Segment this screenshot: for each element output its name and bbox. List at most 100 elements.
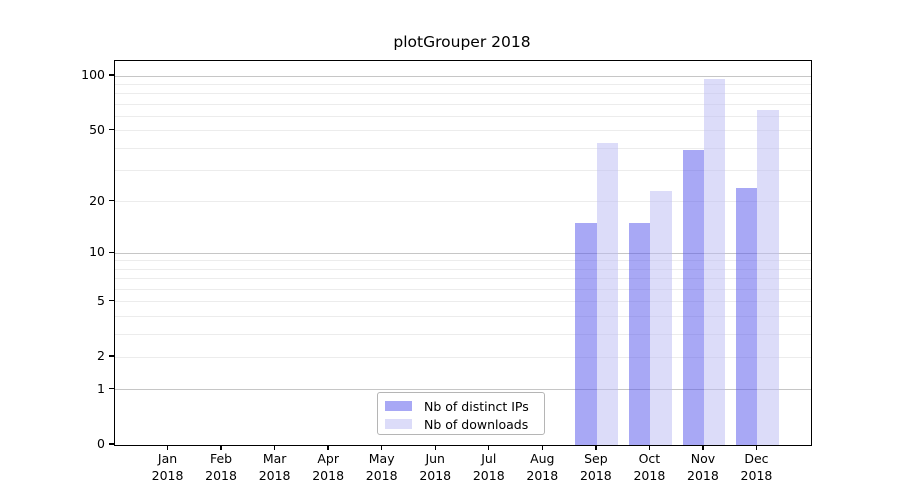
- minor-gridline-8: [115, 268, 811, 270]
- legend-entry-downloads: Nb of downloads: [385, 416, 544, 432]
- major-gridline-1: [115, 389, 811, 391]
- y-tick-label-0: 0: [97, 436, 105, 451]
- minor-gridline-9: [115, 260, 811, 262]
- chart-title: plotGrouper 2018: [393, 33, 531, 51]
- x-tick-month: Oct: [638, 451, 661, 466]
- x-tick-sep: [595, 445, 597, 451]
- x-tick-label-may: May 2018: [352, 451, 412, 484]
- x-tick-label-sep: Sep 2018: [566, 451, 626, 484]
- bar-downloads-sep: [596, 142, 619, 445]
- x-tick-label-apr: Apr 2018: [298, 451, 358, 484]
- x-tick-label-mar: Mar 2018: [245, 451, 305, 484]
- x-tick-month: Jun: [425, 451, 445, 466]
- x-tick-label-jul: Jul 2018: [459, 451, 519, 484]
- minor-gridline-80: [115, 93, 811, 95]
- legend-swatch-ips: [385, 401, 412, 411]
- bar-ips-dec: [736, 187, 758, 445]
- bar-ips-oct: [628, 223, 651, 445]
- x-tick-label-aug: Aug 2018: [512, 451, 572, 484]
- x-tick-oct: [648, 445, 651, 451]
- major-gridline-10: [115, 252, 811, 254]
- x-tick-year: 2018: [472, 467, 505, 483]
- x-tick-label-feb: Feb 2018: [191, 451, 251, 484]
- plot-area: [114, 60, 812, 446]
- y-tick-label-2: 2: [97, 348, 105, 364]
- y-tick-label-1: 1: [97, 380, 105, 396]
- x-tick-year: 2018: [687, 467, 719, 483]
- legend-entry-ips: Nb of distinct IPs: [385, 398, 544, 414]
- x-tick-month: Mar: [262, 451, 287, 466]
- x-tick-label-dec: Dec 2018: [726, 451, 786, 484]
- bar-ips-sep: [575, 223, 597, 445]
- y-tick-label-5: 5: [97, 292, 105, 308]
- bar-downloads-dec: [757, 110, 779, 445]
- x-tick-month: Sep: [584, 451, 608, 466]
- x-tick-year: 2018: [205, 467, 237, 483]
- minor-gridline-4: [115, 315, 811, 317]
- x-tick-dec: [755, 445, 758, 451]
- minor-gridline-90: [115, 83, 811, 85]
- x-tick-may: [380, 445, 383, 451]
- x-tick-month: Feb: [209, 451, 233, 466]
- x-tick-month: Nov: [690, 451, 716, 466]
- x-tick-apr: [327, 445, 329, 451]
- x-tick-nov: [702, 445, 704, 451]
- minor-gridline-7: [115, 278, 811, 280]
- legend-swatch-downloads: [385, 419, 412, 429]
- x-tick-year: 2018: [740, 467, 773, 483]
- x-tick-label-oct: Oct 2018: [619, 451, 679, 484]
- minor-gridline-60: [115, 115, 811, 117]
- x-tick-month: Jul: [481, 451, 497, 466]
- x-tick-label-nov: Nov 2018: [673, 451, 733, 484]
- x-tick-year: 2018: [579, 467, 612, 483]
- x-tick-jun: [434, 445, 436, 451]
- x-tick-aug: [541, 445, 543, 451]
- minor-gridline-70: [115, 103, 811, 105]
- y-tick-5: [109, 300, 114, 302]
- x-tick-label-jan: Jan 2018: [138, 451, 198, 484]
- major-gridline-100: [115, 75, 811, 77]
- x-tick-year: 2018: [633, 467, 666, 483]
- minor-gridline-3: [115, 333, 811, 335]
- minor-gridline-40: [115, 147, 811, 149]
- x-tick-month: Apr: [317, 451, 339, 466]
- x-tick-year: 2018: [151, 467, 184, 483]
- x-tick-year: 2018: [419, 467, 452, 483]
- legend-label-downloads: Nb of downloads: [424, 416, 529, 432]
- y-tick-100: [109, 74, 114, 76]
- x-tick-year: 2018: [365, 467, 398, 483]
- bar-downloads-oct: [650, 190, 672, 445]
- y-tick-label-10: 10: [89, 244, 105, 260]
- minor-gridline-6: [115, 288, 811, 290]
- x-tick-jan: [166, 445, 169, 451]
- y-tick-label-50: 50: [89, 121, 105, 137]
- minor-gridline-20: [115, 201, 811, 203]
- minor-gridline-2: [115, 356, 811, 358]
- bar-ips-nov: [682, 150, 704, 445]
- x-tick-mar: [273, 445, 276, 451]
- x-tick-feb: [220, 445, 222, 451]
- y-tick-2: [109, 355, 114, 357]
- x-tick-label-jun: Jun 2018: [405, 451, 465, 484]
- y-tick-20: [109, 199, 114, 202]
- minor-gridline-30: [115, 170, 811, 171]
- bar-downloads-nov: [703, 78, 726, 445]
- y-tick-1: [109, 387, 114, 390]
- y-tick-10: [109, 251, 114, 254]
- x-tick-jul: [488, 445, 490, 451]
- y-tick-0: [109, 443, 114, 445]
- x-tick-month: Aug: [530, 451, 555, 466]
- y-tick-50: [109, 129, 114, 131]
- x-tick-year: 2018: [258, 467, 291, 483]
- x-tick-month: May: [368, 451, 395, 466]
- x-tick-month: Dec: [744, 451, 769, 466]
- y-tick-label-100: 100: [81, 67, 105, 83]
- legend: Nb of distinct IPs Nb of downloads: [377, 392, 545, 435]
- minor-gridline-50: [115, 130, 811, 132]
- y-tick-label-20: 20: [89, 192, 105, 208]
- x-tick-year: 2018: [312, 467, 345, 483]
- x-tick-year: 2018: [526, 467, 559, 483]
- legend-label-ips: Nb of distinct IPs: [424, 398, 529, 414]
- minor-gridline-5: [115, 301, 811, 303]
